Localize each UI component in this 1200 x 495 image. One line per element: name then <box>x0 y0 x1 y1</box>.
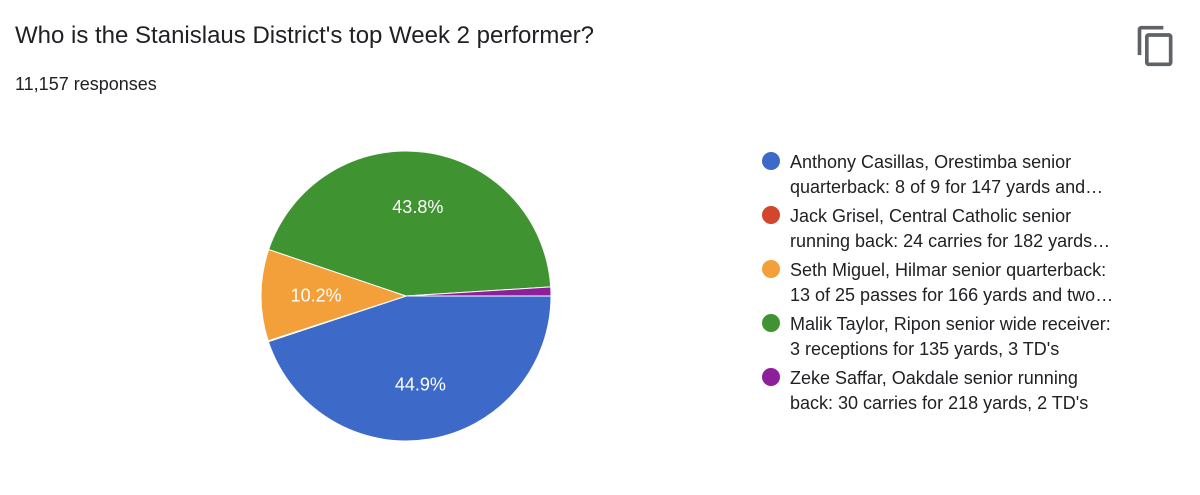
pie-slice-3[interactable] <box>260 248 408 342</box>
legend-label-2: Jack Grisel, Central Catholic senior run… <box>790 206 1111 251</box>
chart-legend: Anthony Casillas, Orestimba senior quart… <box>762 150 1182 420</box>
pie-slice-label-1: 44.9% <box>395 375 446 395</box>
pie-slice-1[interactable] <box>267 295 552 442</box>
legend-label-3: Seth Miguel, Hilmar senior quarterback: … <box>790 260 1114 305</box>
legend-swatch-1 <box>762 152 780 170</box>
legend-label-5: Zeke Saffar, Oakdale senior running back… <box>790 368 1089 413</box>
legend-item-5[interactable]: Zeke Saffar, Oakdale senior running back… <box>762 366 1182 416</box>
pie-chart: 44.9% 10.2% 43.8% <box>260 150 552 442</box>
legend-swatch-3 <box>762 260 780 278</box>
response-count: 11,157 responses <box>15 74 157 94</box>
legend-item-2[interactable]: Jack Grisel, Central Catholic senior run… <box>762 204 1182 254</box>
legend-swatch-2 <box>762 206 780 224</box>
legend-item-3[interactable]: Seth Miguel, Hilmar senior quarterback: … <box>762 258 1182 308</box>
pie-slice-label-3: 10.2% <box>291 285 342 305</box>
legend-swatch-5 <box>762 368 780 386</box>
legend-swatch-4 <box>762 314 780 332</box>
legend-label-1: Anthony Casillas, Orestimba senior quart… <box>790 152 1104 197</box>
legend-item-4[interactable]: Malik Taylor, Ripon senior wide receiver… <box>762 312 1182 362</box>
pie-slice-5[interactable] <box>405 286 552 297</box>
chart-area: 44.9% 10.2% 43.8% Anthony Casillas, Oresti… <box>0 120 1200 495</box>
pie-slice-4[interactable] <box>268 150 552 297</box>
copy-icon <box>1137 25 1173 67</box>
copy-chart-button[interactable] <box>1134 24 1178 68</box>
pie-slice-label-4: 43.8% <box>392 197 443 217</box>
legend-item-1[interactable]: Anthony Casillas, Orestimba senior quart… <box>762 150 1182 200</box>
question-title: Who is the Stanislaus District's top Wee… <box>15 22 595 49</box>
legend-label-4: Malik Taylor, Ripon senior wide receiver… <box>790 314 1111 359</box>
